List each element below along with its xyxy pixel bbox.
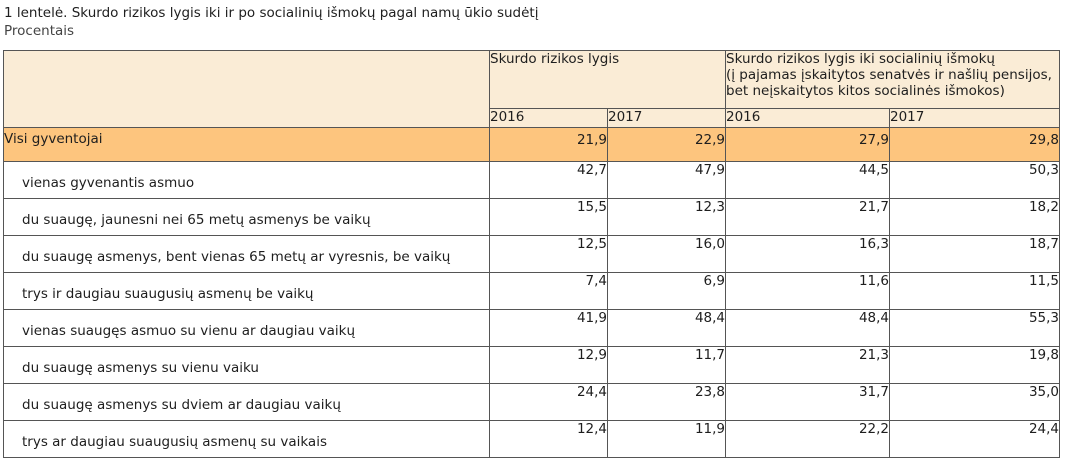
cell-value: 12,5 — [489, 235, 608, 273]
cell-value: 11,7 — [607, 346, 726, 384]
row-label: vienas suaugęs asmuo su vienu ar daugiau… — [3, 309, 490, 347]
cell-value: 19,8 — [889, 346, 1060, 384]
year-header: 2017 — [889, 108, 1060, 128]
cell-value: 48,4 — [725, 309, 890, 347]
cell-value: 21,7 — [725, 198, 890, 236]
row-label: du suaugę asmenys, bent vienas 65 metų a… — [3, 235, 490, 273]
cell-value: 50,3 — [889, 161, 1060, 199]
cell-value: 16,0 — [607, 235, 726, 273]
year-header: 2017 — [607, 108, 726, 128]
cell-value: 12,4 — [489, 420, 608, 458]
table-row: trys ar daugiau suaugusių asmenų su vaik… — [3, 420, 1060, 458]
table-row: du suaugę asmenys, bent vienas 65 metų a… — [3, 235, 1060, 273]
row-label: trys ir daugiau suaugusių asmenų be vaik… — [3, 272, 490, 310]
row-label: du suaugę, jaunesni nei 65 metų asmenys … — [3, 198, 490, 236]
cell-value: 27,9 — [725, 127, 890, 162]
cell-value: 29,8 — [889, 127, 1060, 162]
table-row: vienas gyvenantis asmuo 42,7 47,9 44,5 5… — [3, 161, 1060, 199]
row-label: du suaugę asmenys su dviem ar daugiau va… — [3, 383, 490, 421]
year-header: 2016 — [725, 108, 890, 128]
cell-value: 24,4 — [889, 420, 1060, 458]
row-label: du suaugę asmenys su vienu vaiku — [3, 346, 490, 384]
cell-value: 48,4 — [607, 309, 726, 347]
column-group-header: Skurdo rizikos lygis iki socialinių išmo… — [725, 50, 1060, 109]
column-group-header-line: (į pajamas įskaitytos senatvės ir našlių… — [726, 67, 1052, 83]
table-row: vienas suaugęs asmuo su vienu ar daugiau… — [3, 309, 1060, 347]
cell-value: 15,5 — [489, 198, 608, 236]
year-header: 2016 — [489, 108, 608, 128]
cell-value: 11,5 — [889, 272, 1060, 310]
column-group-header-line: Skurdo rizikos lygis iki socialinių išmo… — [726, 51, 995, 68]
cell-value: 11,6 — [725, 272, 890, 310]
cell-value: 41,9 — [489, 309, 608, 347]
cell-value: 31,7 — [725, 383, 890, 421]
cell-value: 21,9 — [489, 127, 608, 162]
cell-value: 7,4 — [489, 272, 608, 310]
cell-value: 42,7 — [489, 161, 608, 199]
table-subtitle: Procentais — [4, 23, 75, 39]
cell-value: 21,3 — [725, 346, 890, 384]
cell-value: 47,9 — [607, 161, 726, 199]
cell-value: 23,8 — [607, 383, 726, 421]
table-row: du suaugę asmenys su dviem ar daugiau va… — [3, 383, 1060, 421]
table-row: du suaugę asmenys su vienu vaiku 12,9 11… — [3, 346, 1060, 384]
cell-value: 18,2 — [889, 198, 1060, 236]
column-group-header: Skurdo rizikos lygis — [489, 50, 726, 109]
row-label: vienas gyvenantis asmuo — [3, 161, 490, 199]
cell-value: 6,9 — [607, 272, 726, 310]
cell-value: 11,9 — [607, 420, 726, 458]
table-row: trys ir daugiau suaugusių asmenų be vaik… — [3, 272, 1060, 310]
total-row: Visi gyventojai 21,9 22,9 27,9 29,8 — [3, 127, 1060, 162]
cell-value: 55,3 — [889, 309, 1060, 347]
column-group-header-line: bet neįskaitytos kitos socialinės išmoko… — [726, 83, 1005, 99]
table-row: du suaugę, jaunesni nei 65 metų asmenys … — [3, 198, 1060, 236]
stub-header — [3, 50, 490, 128]
cell-value: 22,9 — [607, 127, 726, 162]
cell-value: 12,3 — [607, 198, 726, 236]
table-title: 1 lentelė. Skurdo rizikos lygis iki ir p… — [4, 5, 539, 21]
cell-value: 44,5 — [725, 161, 890, 199]
cell-value: 12,9 — [489, 346, 608, 384]
cell-value: 35,0 — [889, 383, 1060, 421]
cell-value: 18,7 — [889, 235, 1060, 273]
cell-value: 22,2 — [725, 420, 890, 458]
cell-value: 24,4 — [489, 383, 608, 421]
row-label: Visi gyventojai — [3, 127, 490, 162]
row-label: trys ar daugiau suaugusių asmenų su vaik… — [3, 420, 490, 458]
cell-value: 16,3 — [725, 235, 890, 273]
poverty-risk-table: Skurdo rizikos lygis Skurdo rizikos lygi… — [3, 50, 1060, 458]
